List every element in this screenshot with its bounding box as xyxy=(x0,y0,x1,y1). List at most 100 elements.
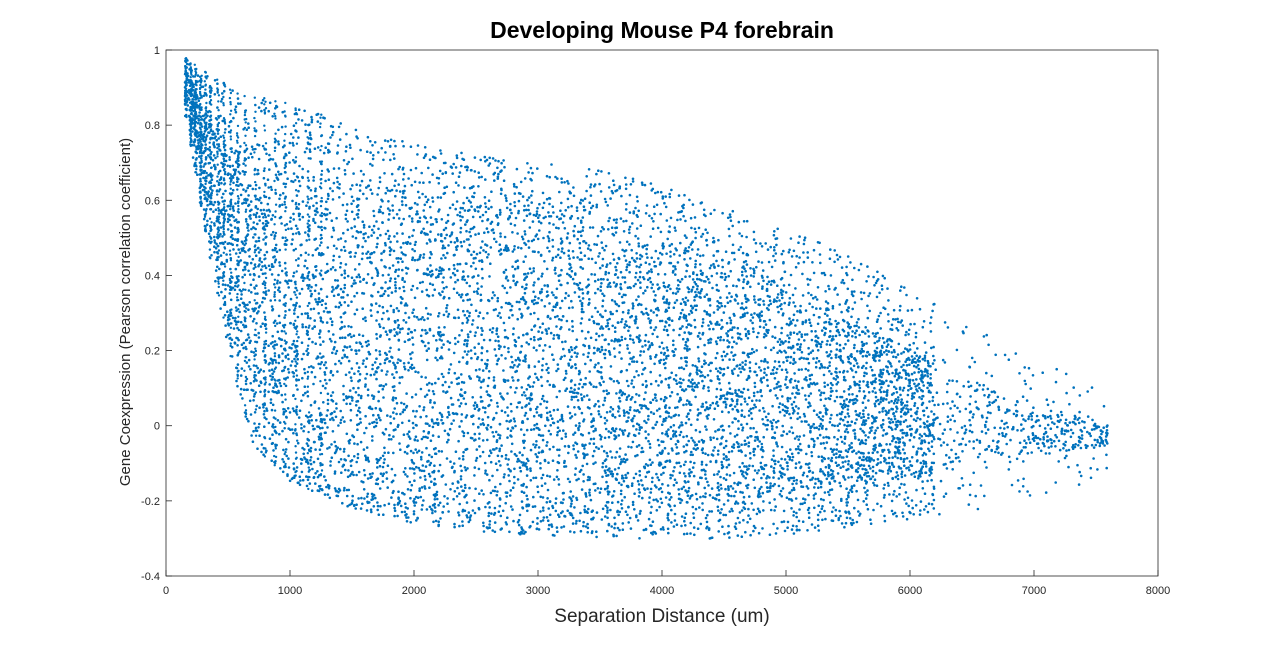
scatter-point xyxy=(576,450,580,453)
scatter-point xyxy=(762,435,765,439)
scatter-point xyxy=(704,492,707,495)
scatter-point xyxy=(720,466,724,470)
scatter-point xyxy=(350,367,354,370)
scatter-point xyxy=(891,420,895,424)
scatter-point xyxy=(827,457,830,460)
scatter-point xyxy=(465,281,469,285)
scatter-point xyxy=(847,387,851,391)
scatter-point xyxy=(513,420,516,423)
scatter-point xyxy=(639,286,642,290)
scatter-point xyxy=(625,458,628,462)
scatter-point xyxy=(521,464,525,467)
scatter-point xyxy=(462,309,465,313)
scatter-point xyxy=(437,326,441,329)
scatter-point xyxy=(930,410,933,413)
scatter-point xyxy=(317,435,321,439)
scatter-point xyxy=(863,394,867,398)
scatter-point xyxy=(380,252,383,255)
scatter-point xyxy=(720,327,723,330)
scatter-point xyxy=(753,381,757,385)
scatter-point xyxy=(624,337,627,341)
scatter-point xyxy=(462,275,466,278)
scatter-point xyxy=(438,501,442,505)
scatter-point xyxy=(855,321,859,324)
scatter-point xyxy=(232,209,235,212)
scatter-point xyxy=(754,405,757,409)
scatter-point xyxy=(251,258,255,261)
scatter-point xyxy=(618,414,621,418)
scatter-point xyxy=(855,489,858,493)
scatter-point xyxy=(377,390,381,394)
scatter-point xyxy=(563,181,566,184)
scatter-point xyxy=(1026,490,1029,493)
scatter-point xyxy=(533,338,536,342)
scatter-point xyxy=(413,479,416,483)
scatter-point xyxy=(384,281,387,284)
scatter-point xyxy=(448,206,452,210)
scatter-point xyxy=(951,379,954,383)
scatter-point xyxy=(689,453,693,457)
scatter-point xyxy=(639,253,642,257)
scatter-point xyxy=(431,200,435,203)
scatter-point xyxy=(484,160,487,163)
scatter-point xyxy=(616,509,619,513)
scatter-point xyxy=(781,296,784,300)
scatter-point xyxy=(910,308,914,312)
scatter-point xyxy=(835,452,838,456)
scatter-point xyxy=(561,247,564,250)
scatter-point xyxy=(586,406,590,409)
scatter-point xyxy=(372,505,376,508)
scatter-point xyxy=(715,493,719,497)
scatter-point xyxy=(380,286,383,290)
scatter-point xyxy=(263,425,266,429)
scatter-point xyxy=(791,431,795,435)
scatter-point xyxy=(596,310,600,314)
scatter-point xyxy=(716,453,720,456)
scatter-point xyxy=(888,420,891,424)
scatter-point xyxy=(1102,426,1105,430)
scatter-point xyxy=(352,473,355,477)
scatter-point xyxy=(627,432,631,435)
scatter-point xyxy=(887,461,891,465)
scatter-point xyxy=(416,516,419,520)
scatter-point xyxy=(458,502,462,506)
scatter-point xyxy=(810,373,814,377)
scatter-point xyxy=(327,142,331,146)
scatter-point xyxy=(790,528,794,531)
scatter-point xyxy=(512,379,515,382)
scatter-point xyxy=(345,209,349,213)
scatter-point xyxy=(287,279,291,282)
scatter-point xyxy=(465,229,468,233)
scatter-point xyxy=(604,272,607,276)
scatter-point xyxy=(304,231,307,234)
scatter-point xyxy=(631,307,635,310)
scatter-point xyxy=(760,394,763,398)
scatter-point xyxy=(760,245,764,248)
scatter-point xyxy=(924,465,928,468)
scatter-point xyxy=(627,228,631,231)
scatter-point xyxy=(421,316,424,319)
scatter-point xyxy=(798,348,802,352)
scatter-point xyxy=(885,443,888,446)
scatter-point xyxy=(355,341,358,345)
scatter-point xyxy=(649,357,652,360)
scatter-point xyxy=(316,146,320,149)
scatter-point xyxy=(847,463,850,466)
scatter-point xyxy=(696,418,699,421)
scatter-point xyxy=(278,421,282,424)
scatter-point xyxy=(465,342,469,346)
scatter-point xyxy=(329,371,333,374)
scatter-point xyxy=(883,514,886,518)
scatter-point xyxy=(635,227,639,230)
scatter-point xyxy=(498,504,502,508)
scatter-point xyxy=(757,531,761,535)
scatter-point xyxy=(512,182,516,186)
scatter-point xyxy=(715,342,719,346)
scatter-point xyxy=(607,186,611,189)
scatter-point xyxy=(688,347,691,351)
scatter-point xyxy=(300,287,304,291)
scatter-point xyxy=(284,279,287,283)
scatter-point xyxy=(269,398,273,401)
scatter-point xyxy=(807,369,810,372)
scatter-point xyxy=(556,469,559,472)
